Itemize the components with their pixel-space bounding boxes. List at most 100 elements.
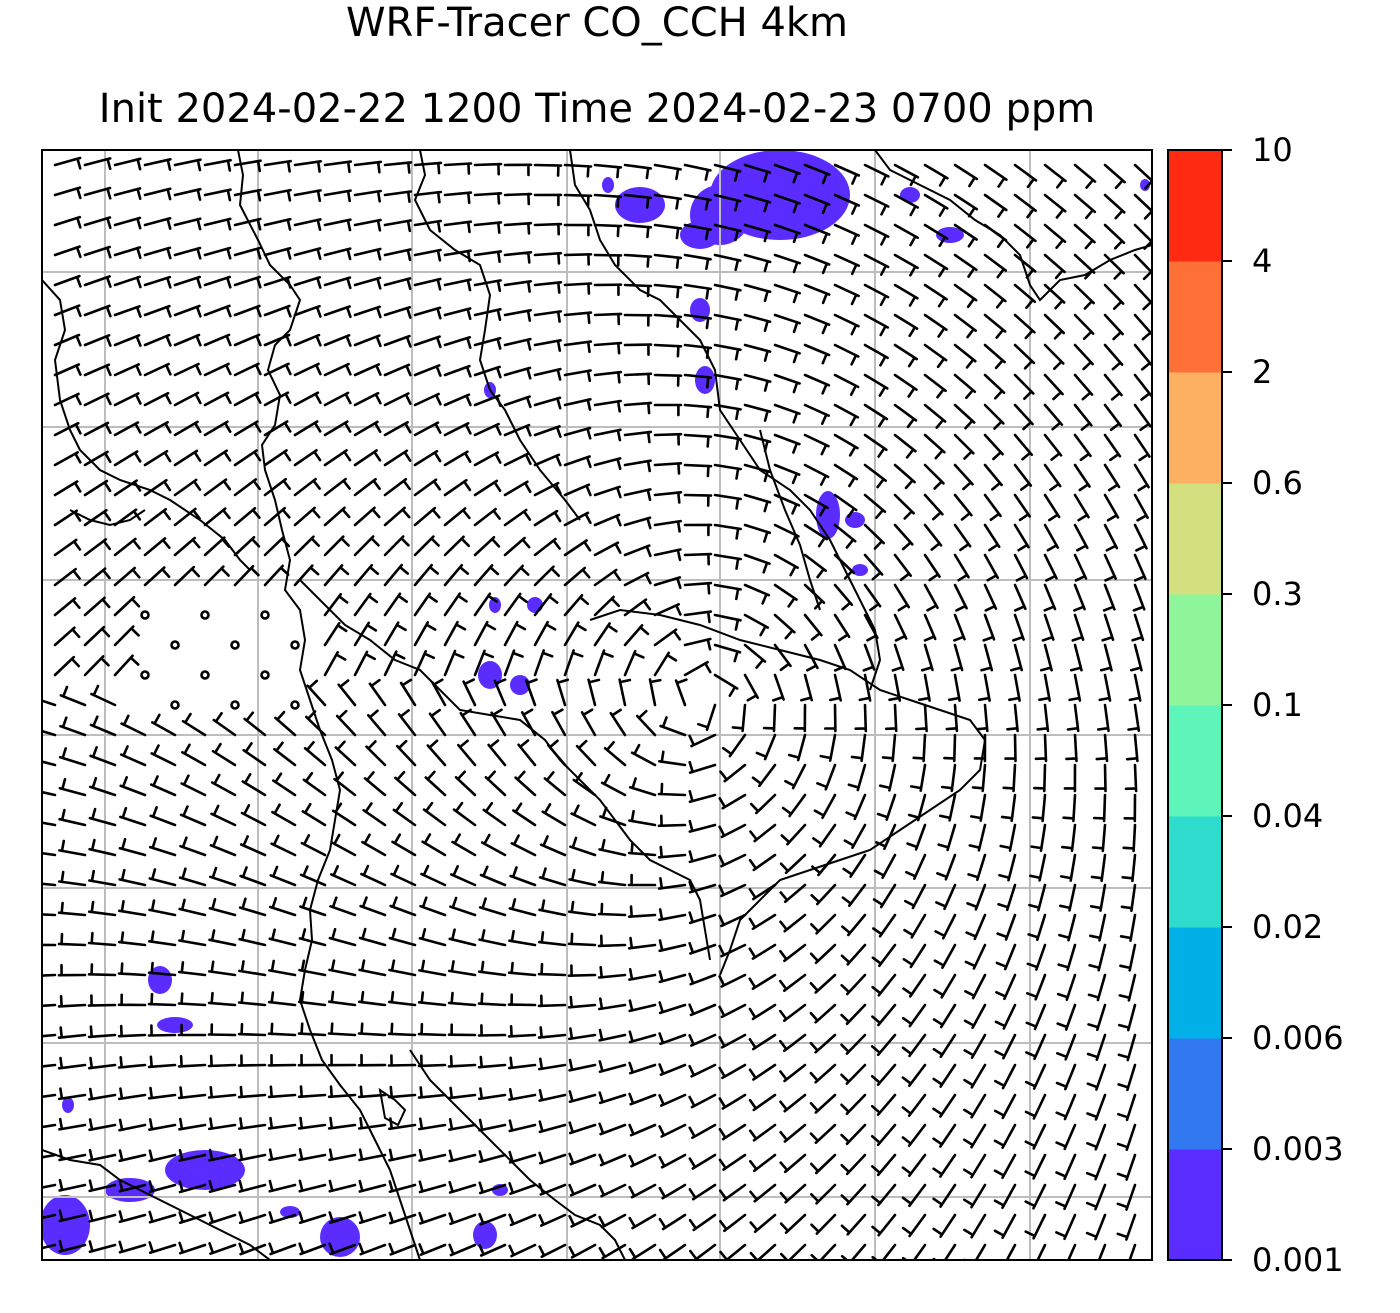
wind-barb [863, 223, 890, 246]
wind-barb [893, 433, 917, 459]
wind-barb [113, 450, 142, 467]
wind-barb [1036, 703, 1050, 733]
wind-barb [953, 463, 974, 491]
wind-barb [997, 883, 1017, 912]
wind-barb [118, 1210, 147, 1224]
wind-barb [297, 990, 327, 1007]
wind-barb [1117, 1093, 1137, 1122]
wind-barb [53, 392, 82, 407]
wind-barb [58, 808, 87, 827]
wind-barb [628, 777, 657, 797]
wind-barb [388, 1148, 417, 1162]
wind-barb [871, 1183, 897, 1207]
wind-barb [803, 403, 830, 425]
wind-barb [970, 793, 987, 822]
wind-barb [748, 913, 777, 931]
wind-barb [1066, 703, 1080, 733]
wind-barb [302, 771, 327, 797]
wind-barb [178, 1149, 207, 1162]
wind-barb [210, 804, 237, 827]
wind-barb [443, 649, 465, 677]
wind-barb [113, 246, 142, 259]
wind-barb [538, 1120, 567, 1134]
wind-barb [779, 913, 807, 933]
wind-barb [833, 283, 860, 306]
wind-barb [748, 883, 777, 901]
wind-barb [1026, 943, 1047, 971]
wind-barb [203, 333, 232, 347]
wind-barb [418, 959, 447, 977]
wind-barb [1043, 433, 1063, 461]
wind-barb [533, 481, 562, 497]
wind-barb [953, 553, 970, 582]
wind-barb [833, 433, 859, 457]
wind-barb [233, 362, 262, 377]
wind-barb [850, 733, 867, 763]
wind-barb [148, 1210, 177, 1224]
wind-barb [179, 805, 207, 827]
wind-barbs [42, 156, 1152, 1260]
wind-barb [1073, 253, 1096, 280]
wind-barb [1059, 853, 1077, 882]
wind-barb [623, 649, 645, 677]
wind-barb [1103, 253, 1125, 280]
wind-barb [293, 276, 322, 289]
wind-barb [563, 193, 593, 207]
wind-barb [593, 568, 622, 587]
wind-barb [233, 449, 262, 467]
wind-barb [323, 362, 352, 377]
wind-barb [451, 833, 477, 857]
colorbar-ticks: 0.001 0.003 0.006 0.02 0.04 0.1 0.3 0.6 2 4 10 [1222, 131, 1344, 1279]
wind-barb [688, 850, 717, 864]
wind-barb [940, 763, 957, 793]
wind-barb [718, 943, 747, 958]
wind-barb [787, 733, 807, 762]
wind-barb [177, 961, 207, 977]
wind-barb [533, 425, 562, 438]
wind-barb [443, 162, 473, 175]
wind-barb [658, 1032, 687, 1046]
wind-barb [478, 897, 507, 917]
wind-barb [1071, 613, 1085, 642]
wind-barb [323, 593, 349, 617]
tracer-patch [527, 597, 543, 613]
wind-barb [1056, 1003, 1077, 1031]
wind-barb [688, 1003, 717, 1017]
wind-barb [658, 939, 687, 953]
wind-barb [293, 391, 322, 407]
wind-barb [53, 626, 81, 647]
wind-barb [203, 507, 231, 527]
wind-barb [999, 823, 1017, 852]
wind-barb [58, 1209, 87, 1223]
calm-wind-marker [140, 670, 150, 680]
wind-barb [449, 896, 477, 917]
wind-barb [392, 801, 417, 827]
calm-wind-marker [290, 700, 300, 710]
wind-barb [840, 1123, 867, 1146]
wind-barb [359, 896, 387, 917]
wind-barb [443, 535, 470, 557]
wind-barb [950, 643, 964, 672]
wind-barb [598, 1213, 627, 1229]
wind-barb [597, 871, 627, 887]
wind-barb [748, 1003, 777, 1021]
wind-barb [447, 1055, 477, 1068]
wind-barb [118, 1179, 147, 1193]
wind-barb [478, 929, 507, 947]
wind-barb [203, 420, 232, 437]
wind-barb [713, 253, 742, 272]
wind-barb [366, 709, 387, 737]
wind-barb [538, 899, 567, 917]
wind-barb [863, 163, 890, 186]
wind-barb [473, 394, 502, 408]
wind-barb [1002, 763, 1017, 793]
wind-barb [811, 853, 837, 877]
wind-barb [953, 283, 978, 309]
wind-barb [1013, 523, 1030, 552]
wind-barb [968, 823, 987, 852]
wind-barb [993, 1153, 1017, 1180]
wind-barb [953, 223, 978, 248]
wind-barb [487, 739, 507, 767]
wind-barb [413, 248, 442, 262]
wind-barb [477, 960, 507, 977]
